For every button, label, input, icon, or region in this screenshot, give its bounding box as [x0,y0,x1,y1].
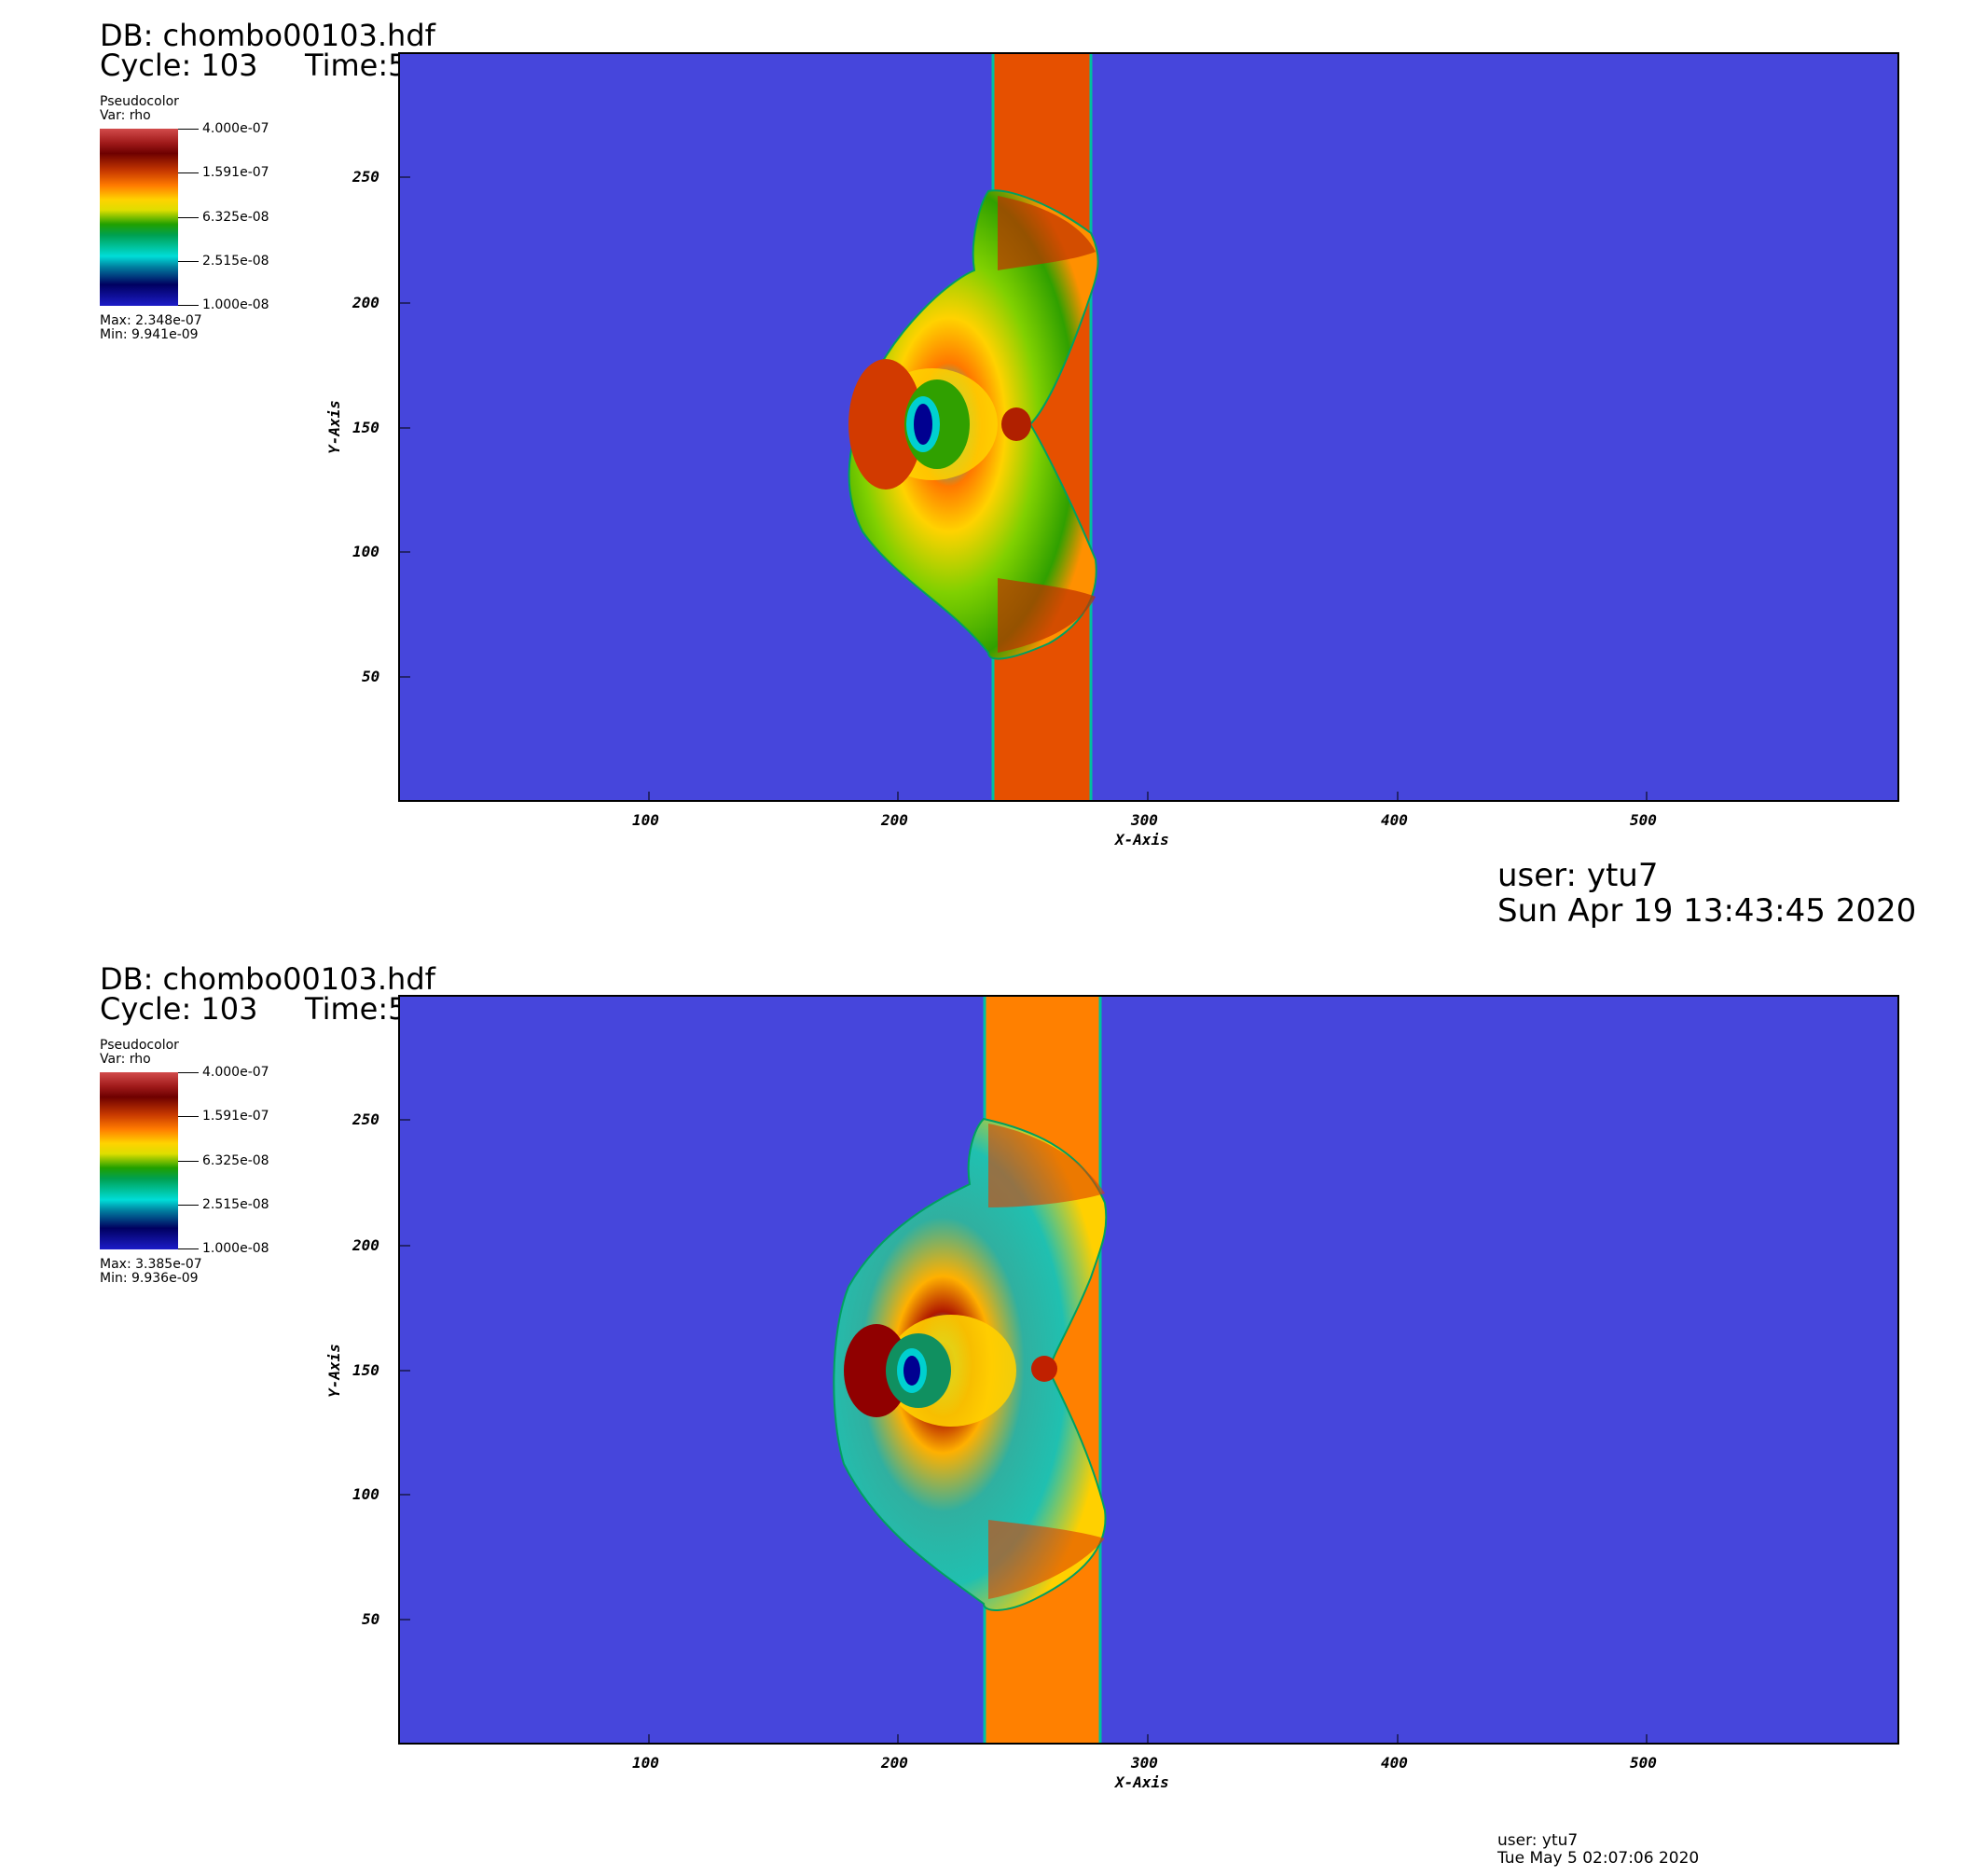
colorbar-tick-label: 6.325e-08 [202,210,269,225]
colorbar [100,1072,178,1249]
x-tick-label: 200 [881,1754,908,1772]
x-tick-label: 300 [1131,1754,1158,1772]
y-tick-label: 50 [362,1610,380,1628]
legend-min: Min: 9.936e-09 [100,1271,199,1286]
legend-var: Var: rho [100,108,151,123]
y-tick-label: 250 [352,1110,379,1128]
colorbar-tick-label: 1.000e-08 [202,297,269,312]
y-tick-label: 200 [352,294,379,311]
colorbar-tick-label: 1.591e-07 [202,1109,269,1124]
legend-max: Max: 2.348e-07 [100,313,202,328]
colorbar-tick-label: 1.591e-07 [202,165,269,180]
y-tick-label: 100 [352,543,379,560]
x-tick-label: 300 [1131,811,1158,829]
x-tick-label: 100 [632,811,659,829]
y-tick-label: 150 [352,1361,379,1379]
colorbar [100,129,178,306]
colorbar-tick-label: 2.515e-08 [202,1197,269,1212]
x-tick-label: 100 [632,1754,659,1772]
cycle-label: Cycle: 103 [100,48,258,83]
y-tick-label: 150 [352,419,379,436]
colorbar-tick-label: 4.000e-07 [202,1065,269,1080]
user-label: user: ytu7 [1497,1831,1579,1850]
colorbar-tick-label: 6.325e-08 [202,1153,269,1168]
date-label: Sun Apr 19 13:43:45 2020 [1497,892,1917,930]
legend-plot-type: Pseudocolor [100,1038,179,1053]
x-tick-label: 200 [881,811,908,829]
density-plot [398,52,1899,802]
y-axis-title: Y-Axis [324,1344,343,1398]
x-axis-title: X-Axis [1115,1773,1169,1791]
date-label: Tue May 5 02:07:06 2020 [1497,1849,1700,1868]
legend-var: Var: rho [100,1052,151,1067]
legend-min: Min: 9.941e-09 [100,327,199,342]
user-label: user: ytu7 [1497,857,1659,894]
x-tick-label: 500 [1630,1754,1657,1772]
y-axis [398,53,410,801]
x-tick-label: 400 [1381,1754,1408,1772]
x-axis [399,792,1898,802]
colorbar-tick-label: 1.000e-08 [202,1241,269,1256]
y-tick-label: 200 [352,1236,379,1254]
colorbar-tick-label: 2.515e-08 [202,254,269,269]
x-tick-label: 500 [1630,811,1657,829]
cycle-label: Cycle: 103 [100,991,258,1027]
y-axis [398,996,410,1744]
y-tick-label: 50 [362,668,380,685]
db-label: DB: chombo00103.hdf [100,961,435,997]
x-axis [399,1734,1898,1745]
y-tick-label: 250 [352,168,379,186]
x-tick-label: 400 [1381,811,1408,829]
x-axis-title: X-Axis [1115,831,1169,848]
legend-max: Max: 3.385e-07 [100,1257,202,1272]
db-label: DB: chombo00103.hdf [100,18,435,53]
legend-plot-type: Pseudocolor [100,94,179,109]
y-tick-label: 100 [352,1485,379,1503]
colorbar-tick-label: 4.000e-07 [202,121,269,136]
